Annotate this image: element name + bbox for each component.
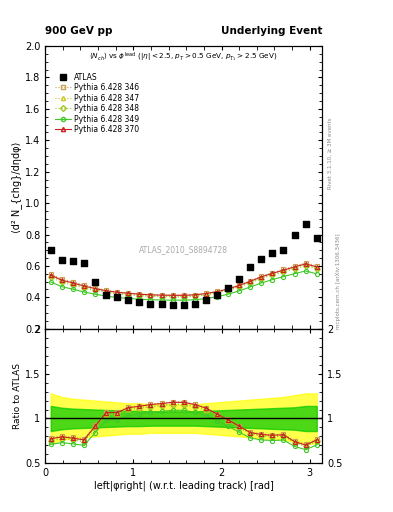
Point (225, 284, 231, 292)
Point (203, 296, 209, 305)
Text: Rivet 3.1.10, ≥ 3M events: Rivet 3.1.10, ≥ 3M events (328, 118, 333, 189)
X-axis label: left|φright| (w.r.t. leading track) [rad]: left|φright| (w.r.t. leading track) [rad… (94, 481, 274, 492)
Point (303, 220, 309, 228)
Text: $\langle N_{ch}\rangle$ vs $\phi^{\rm lead}$ ($|\eta|<2.5$, $p_T>0.5$ GeV, $p_{T: $\langle N_{ch}\rangle$ vs $\phi^{\rm le… (90, 50, 278, 63)
Point (169, 301, 176, 309)
Point (214, 291, 220, 299)
Point (247, 263, 253, 271)
Point (59, 255, 65, 264)
Point (70, 257, 76, 265)
Point (48, 246, 54, 254)
Point (81, 259, 87, 267)
Y-axis label: Ratio to ATLAS: Ratio to ATLAS (13, 363, 22, 429)
Legend: ATLAS, Pythia 6.428 346, Pythia 6.428 347, Pythia 6.428 348, Pythia 6.428 349, P: ATLAS, Pythia 6.428 346, Pythia 6.428 34… (55, 73, 140, 134)
Point (92, 278, 98, 286)
Y-axis label: ⟨d² N_{chg}/dηdφ⟩: ⟨d² N_{chg}/dηdφ⟩ (11, 142, 22, 233)
Text: ATLAS_2010_S8894728: ATLAS_2010_S8894728 (139, 245, 228, 254)
Point (103, 291, 109, 299)
Point (314, 233, 320, 242)
Point (181, 301, 187, 309)
Point (280, 246, 286, 254)
Point (136, 298, 143, 306)
Point (192, 300, 198, 308)
Point (125, 296, 131, 305)
Point (258, 255, 264, 263)
Text: 900 GeV pp: 900 GeV pp (45, 26, 113, 36)
Point (147, 300, 154, 308)
Point (269, 249, 275, 258)
Point (236, 274, 242, 283)
Point (158, 301, 165, 309)
Text: mcplots.cern.ch [arXiv:1306.3436]: mcplots.cern.ch [arXiv:1306.3436] (336, 234, 341, 329)
Point (114, 292, 120, 301)
Text: Underlying Event: Underlying Event (221, 26, 322, 36)
Point (291, 230, 298, 239)
